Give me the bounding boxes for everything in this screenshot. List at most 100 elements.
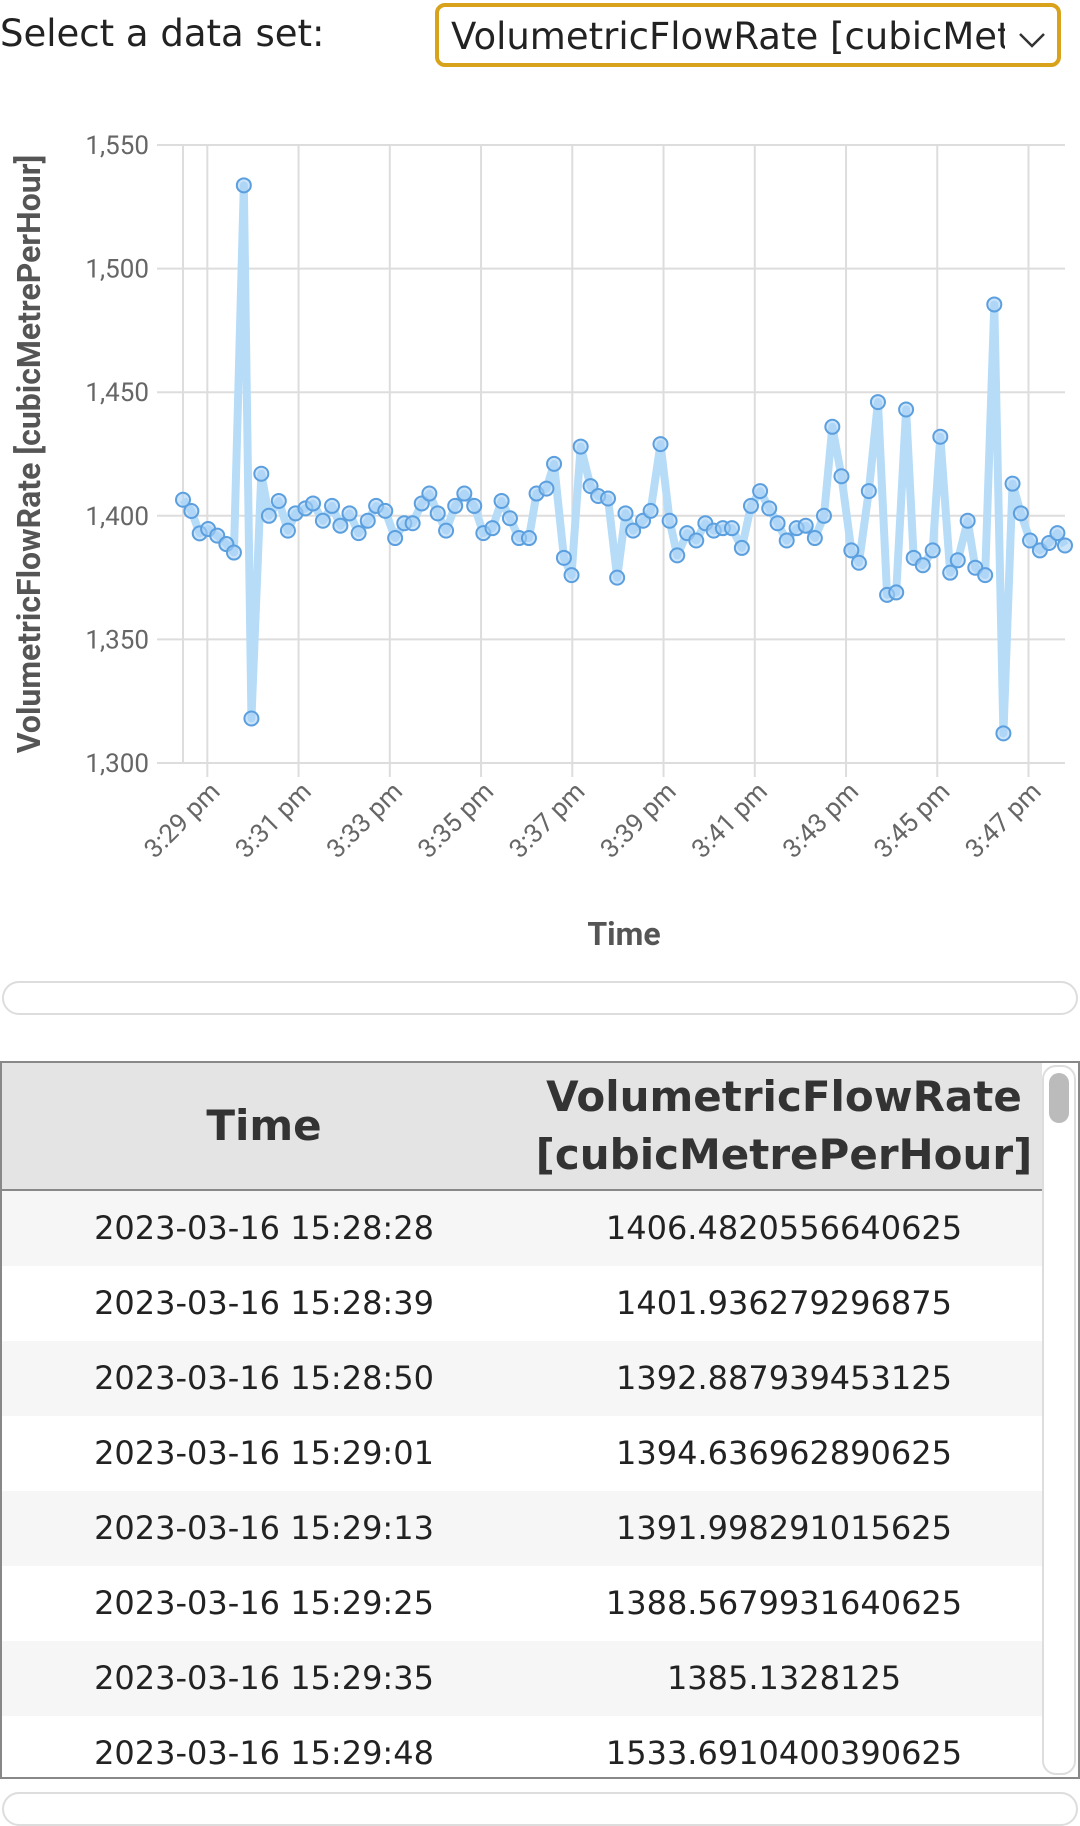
data-point	[421, 485, 438, 502]
data-point	[642, 502, 659, 519]
data-point	[661, 512, 678, 529]
data-point	[752, 483, 769, 500]
data-point	[324, 497, 341, 514]
x-tick-label: 3:39 pm	[595, 777, 683, 865]
dataset-select[interactable]: VolumetricFlowRate [cubicMetrePerHour]	[435, 3, 1061, 67]
table-cell: 2023-03-16 15:29:25	[94, 1584, 434, 1622]
y-tick-label: 1,350	[85, 625, 149, 655]
table-cell: 2023-03-16 15:29:13	[94, 1509, 434, 1547]
data-point	[860, 483, 877, 500]
y-axis-title: VolumetricFlowRate [cubicMetrePerHour]	[10, 155, 48, 754]
table-row: 2023-03-16 15:29:01 1394.636962890625	[2, 1416, 1042, 1491]
column-header: VolumetricFlowRate [cubicMetrePerHour]	[535, 1072, 1033, 1179]
data-point	[546, 455, 563, 472]
scroll-thumb[interactable]	[1049, 1073, 1069, 1123]
y-tick-label: 1,400	[85, 502, 149, 532]
data-point	[235, 177, 252, 194]
x-tick-label: 3:35 pm	[412, 777, 500, 865]
data-point	[625, 522, 642, 539]
data-point	[350, 525, 367, 542]
data-point	[260, 507, 277, 524]
data-point	[270, 492, 287, 509]
data-point	[688, 532, 705, 549]
data-point	[609, 569, 626, 586]
data-point	[733, 539, 750, 556]
data-point	[797, 517, 814, 534]
data-point	[806, 530, 823, 547]
table-header: Time VolumetricFlowRate [cubicMetrePerHo…	[2, 1063, 1042, 1191]
data-point	[175, 491, 191, 508]
table-cell: 1388.5679931640625	[605, 1584, 963, 1622]
table-cell: 1533.6910400390625	[605, 1734, 963, 1772]
data-point	[1057, 537, 1073, 554]
data-point	[669, 547, 686, 564]
data-point	[447, 497, 464, 514]
x-tick-label: 3:47 pm	[960, 777, 1048, 865]
data-point	[949, 552, 966, 569]
table-cell: 2023-03-16 15:28:50	[94, 1359, 434, 1397]
data-point	[888, 584, 905, 601]
data-point	[1012, 505, 1029, 522]
data-point	[617, 505, 634, 522]
x-tick-label: 3:33 pm	[321, 777, 409, 865]
data-point	[833, 468, 850, 485]
data-point	[850, 554, 867, 571]
data-point	[253, 465, 270, 482]
data-point	[824, 418, 841, 435]
table-cell: 2023-03-16 15:29:48	[94, 1734, 434, 1772]
data-point	[652, 436, 669, 453]
horizontal-scrollbar[interactable]	[2, 1792, 1078, 1826]
table-cell: 1401.936279296875	[616, 1284, 952, 1322]
table-row: 2023-03-16 15:29:13 1391.998291015625	[2, 1491, 1042, 1566]
data-point	[279, 522, 296, 539]
data-point	[959, 512, 976, 529]
data-point	[723, 520, 740, 537]
y-tick-label: 1,550	[85, 131, 149, 161]
y-tick-label: 1,300	[85, 749, 149, 779]
data-point	[501, 510, 518, 527]
data-point	[243, 710, 260, 727]
x-tick-label: 3:45 pm	[869, 777, 957, 865]
data-point	[1041, 534, 1058, 551]
data-point	[932, 428, 949, 445]
data-point	[183, 503, 200, 520]
table-row: 2023-03-16 15:28:39 1401.936279296875	[2, 1266, 1042, 1341]
data-point	[341, 505, 358, 522]
data-point	[843, 542, 860, 559]
data-point	[1022, 532, 1039, 549]
series-line	[179, 181, 1069, 738]
data-point	[555, 549, 572, 566]
select-value: VolumetricFlowRate [cubicMetrePerHour]	[451, 15, 1005, 58]
data-point	[977, 567, 994, 584]
data-point	[387, 530, 404, 547]
table-row: 2023-03-16 15:29:25 1388.5679931640625	[2, 1566, 1042, 1641]
x-tick-label: 3:31 pm	[230, 777, 318, 865]
data-point	[404, 515, 421, 532]
data-point	[942, 564, 959, 581]
select-label: Select a data set:	[0, 12, 325, 55]
table-cell: 2023-03-16 15:29:35	[94, 1659, 434, 1697]
data-point	[332, 517, 349, 534]
data-point	[493, 492, 510, 509]
x-tick-label: 3:41 pm	[686, 777, 774, 865]
data-point	[986, 296, 1003, 313]
table-cell: 2023-03-16 15:28:28	[94, 1209, 434, 1247]
table-row: 2023-03-16 15:29:35 1385.1328125	[2, 1641, 1042, 1716]
data-point	[314, 512, 331, 529]
data-point	[778, 532, 795, 549]
data-point	[600, 490, 617, 507]
horizontal-scrollbar[interactable]	[2, 981, 1078, 1015]
data-point	[995, 725, 1012, 742]
table-cell: 2023-03-16 15:29:01	[94, 1434, 434, 1472]
table-cell: 1406.4820556640625	[605, 1209, 963, 1247]
data-point	[815, 507, 832, 524]
table-cell: 2023-03-16 15:28:39	[94, 1284, 434, 1322]
data-point	[456, 485, 473, 502]
data-point	[914, 557, 931, 574]
x-tick-label: 3:37 pm	[504, 777, 592, 865]
data-point	[225, 544, 242, 561]
chart-section: Select a data set: VolumetricFlowRate [c…	[0, 3, 1078, 1015]
data-point	[359, 512, 376, 529]
vertical-scrollbar[interactable]	[1042, 1065, 1076, 1775]
